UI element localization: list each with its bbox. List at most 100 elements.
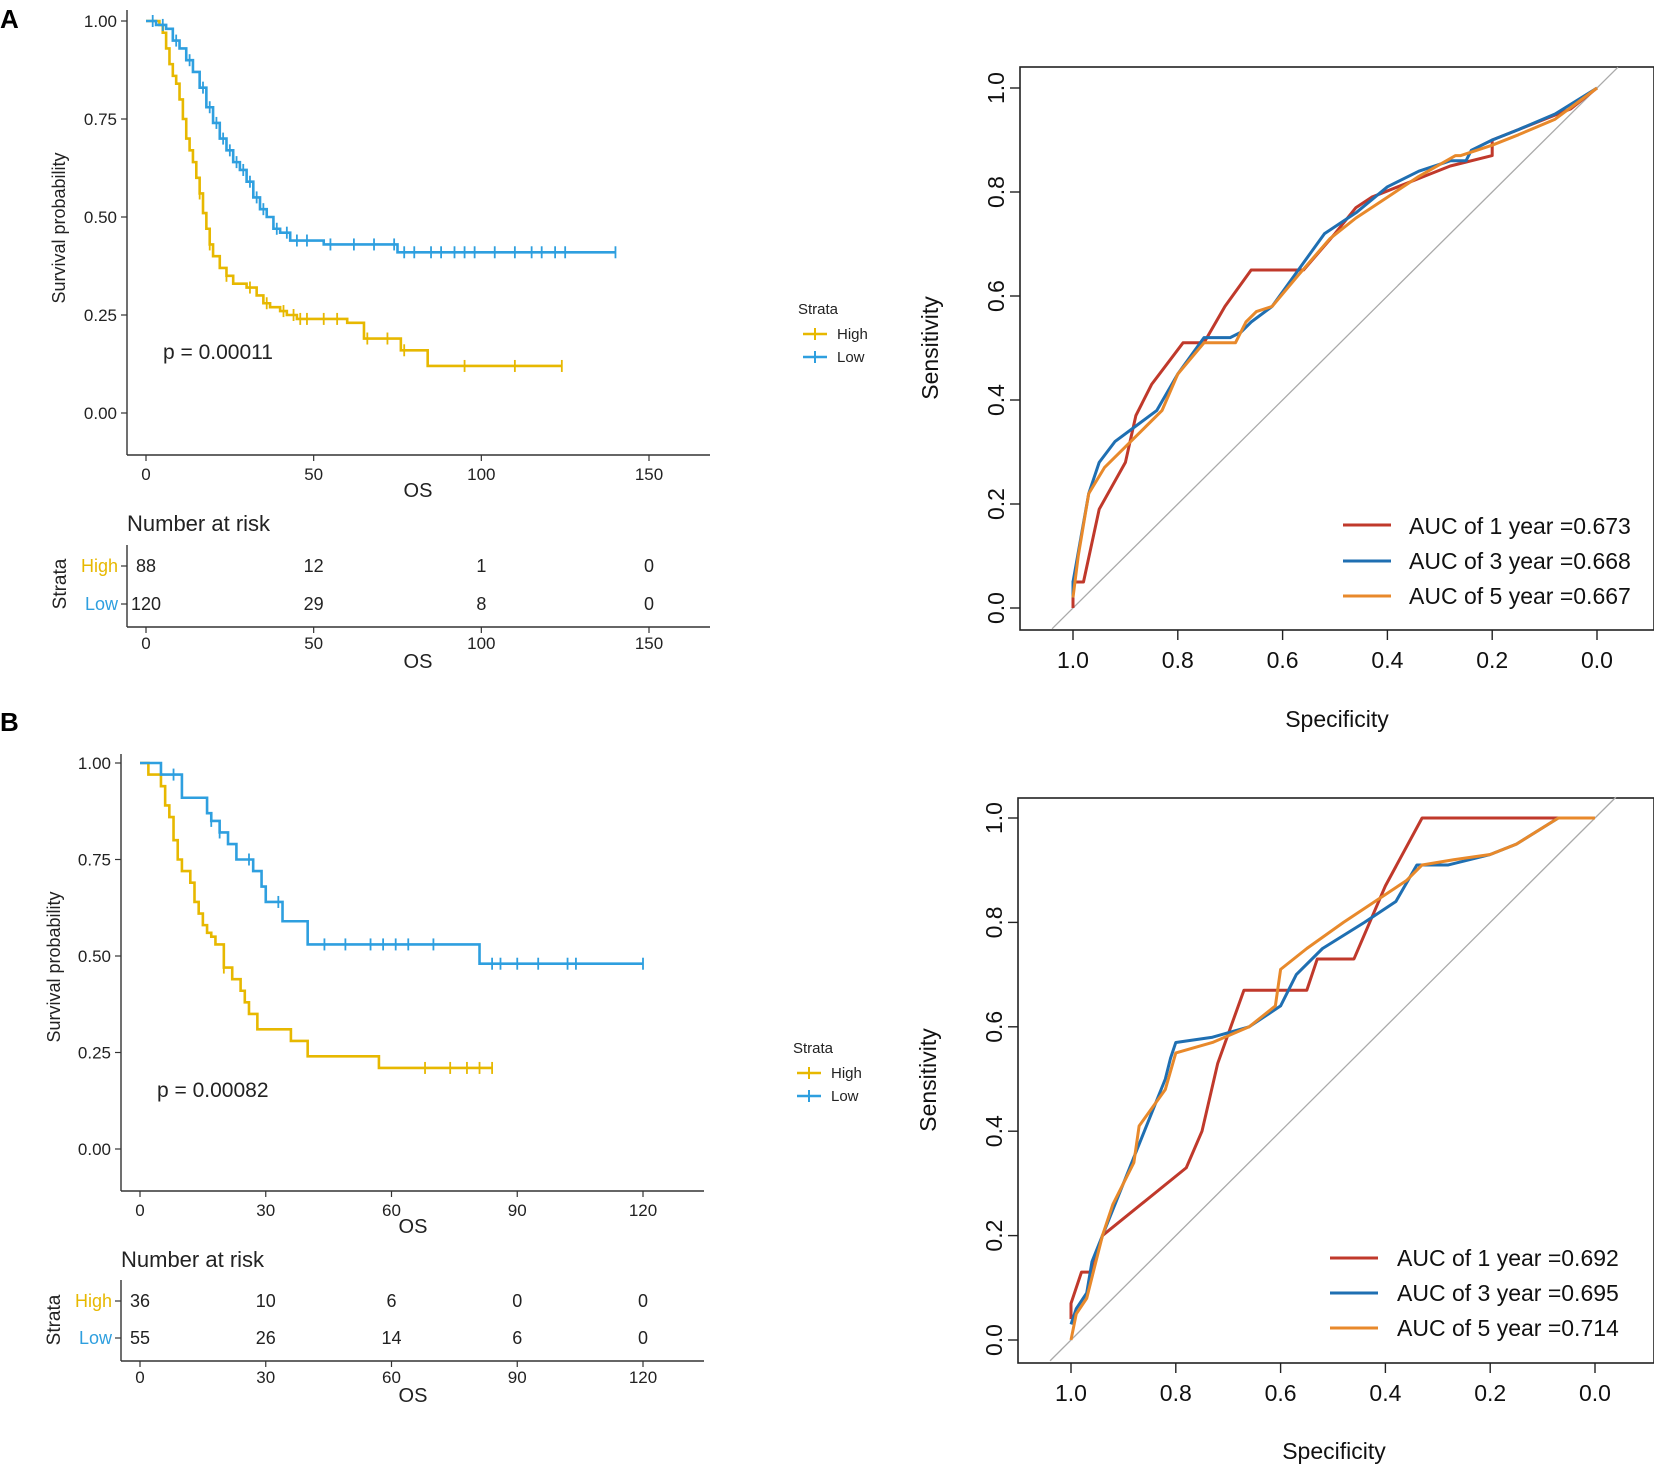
roc-xtick-label: 1.0 [1057, 647, 1089, 673]
risk-cell-low: 120 [131, 594, 161, 614]
risk-a-xlabel: OS [404, 651, 433, 673]
roc-a-legend: AUC of 1 year =0.673 AUC of 3 year =0.66… [1343, 513, 1631, 609]
roc-b-xlabel: Specificity [1282, 1438, 1386, 1464]
risk-cell-low: 0 [644, 594, 654, 614]
km-xtick-label: 100 [467, 465, 495, 484]
km-xtick-label: 120 [629, 1201, 657, 1220]
km-a-legend-high: High [837, 326, 868, 343]
roc-a-ylabel: Sensitivity [917, 296, 943, 400]
roc-ytick-label: 1.0 [983, 72, 1009, 104]
roc-diagonal-reference [1049, 796, 1617, 1362]
risk-b-xticks: 0 30 60 90 120 [135, 1361, 657, 1387]
risk-cell-low: 14 [381, 1328, 401, 1348]
risk-table-a: Number at risk Strata High Low 88 12 1 0 120… [50, 511, 710, 673]
risk-cell-high: 10 [256, 1291, 276, 1311]
km-b-xticks: 0 30 60 90 120 [135, 1191, 657, 1220]
roc-b-ylabel: Sensitivity [915, 1028, 941, 1132]
km-ytick-label: 0.25 [78, 1044, 111, 1063]
km-xtick-label: 150 [635, 465, 663, 484]
risk-a-title: Number at risk [127, 511, 271, 536]
risk-cell-high: 1 [476, 556, 486, 576]
km-b-legend-high: High [831, 1065, 862, 1082]
km-xtick-label: 0 [141, 465, 150, 484]
roc-b-frame [1017, 797, 1654, 1364]
risk-cell-low: 6 [512, 1328, 522, 1348]
km-b-yticks: 0.00 0.25 0.50 0.75 1.00 [78, 754, 121, 1159]
risk-cell-low: 0 [638, 1328, 648, 1348]
risk-cell-low: 8 [476, 594, 486, 614]
roc-xtick-label: 0.2 [1476, 647, 1508, 673]
km-curve-low [140, 761, 643, 966]
risk-cell-high: 36 [130, 1291, 150, 1311]
roc-plot-b: 1.0 0.8 0.6 0.4 0.2 0.0 0.0 0.2 0.4 0.6 0.8 1.0 Spe… [915, 796, 1654, 1464]
km-b-pvalue: p = 0.00082 [157, 1079, 269, 1102]
roc-curve-1-year [1069, 816, 1595, 1320]
risk-xtick-label: 90 [508, 1368, 527, 1387]
risk-cell-low: 29 [304, 594, 324, 614]
roc-xtick-label: 0.6 [1265, 1380, 1297, 1406]
risk-xtick-label: 30 [256, 1368, 275, 1387]
roc-curve-5-year [1069, 816, 1595, 1341]
roc-b-legend: AUC of 1 year =0.692 AUC of 3 year =0.69… [1330, 1245, 1619, 1341]
roc-ytick-label: 0.0 [983, 592, 1009, 624]
roc-b-curves [1049, 796, 1617, 1362]
risk-xtick-label: 50 [304, 634, 323, 653]
risk-cell-high: 88 [136, 556, 156, 576]
risk-b-group-low: Low [79, 1328, 113, 1348]
risk-a-ylabel: Strata [50, 558, 71, 609]
km-a-ylabel: Survival probability [49, 152, 69, 303]
risk-cell-high: 6 [386, 1291, 396, 1311]
km-xtick-label: 50 [304, 465, 323, 484]
roc-curve-5-year [1071, 86, 1598, 598]
roc-ytick-label: 0.8 [981, 906, 1007, 938]
roc-xtick-label: 0.0 [1581, 647, 1613, 673]
risk-xtick-label: 0 [135, 1368, 144, 1387]
risk-b-cells: 36 10 6 0 0 55 26 14 6 0 [130, 1291, 648, 1348]
roc-xtick-label: 0.8 [1162, 647, 1194, 673]
km-xtick-label: 30 [256, 1201, 275, 1220]
roc-b-ticks: 1.0 0.8 0.6 0.4 0.2 0.0 0.0 0.2 0.4 0.6 0.8 1.0 [981, 802, 1611, 1406]
risk-cell-high: 0 [512, 1291, 522, 1311]
km-a-legend-low: Low [837, 349, 865, 366]
roc-diagonal-reference [1051, 66, 1619, 630]
roc-ytick-label: 0.4 [981, 1115, 1007, 1147]
km-a-legend: Strata High Low [798, 301, 868, 366]
roc-ytick-label: 0.4 [983, 384, 1009, 416]
risk-b-title: Number at risk [121, 1247, 265, 1272]
km-b-legend-low: Low [831, 1088, 859, 1105]
roc-xtick-label: 1.0 [1055, 1380, 1087, 1406]
roc-a-legend-3: AUC of 3 year =0.668 [1409, 548, 1631, 574]
roc-a-ticks: 1.0 0.8 0.6 0.4 0.2 0.0 0.0 0.2 0.4 0.6 0.8 1.0 [983, 72, 1613, 673]
km-xtick-label: 90 [508, 1201, 527, 1220]
km-curve-high [140, 761, 493, 1070]
roc-ytick-label: 1.0 [981, 802, 1007, 834]
km-ytick-label: 1.00 [84, 12, 117, 31]
roc-xtick-label: 0.4 [1371, 647, 1403, 673]
panel-label-b: B [0, 707, 19, 737]
risk-xtick-label: 150 [635, 634, 663, 653]
km-a-xlabel: OS [404, 480, 433, 502]
roc-a-frame [1019, 66, 1654, 631]
km-b-legend: Strata High Low [793, 1040, 862, 1105]
km-ytick-label: 0.75 [84, 110, 117, 129]
km-ytick-label: 0.50 [78, 947, 111, 966]
risk-cell-high: 0 [638, 1291, 648, 1311]
roc-a-legend-1: AUC of 1 year =0.673 [1409, 513, 1631, 539]
risk-a-cells: 88 12 1 0 120 29 8 0 [131, 556, 654, 614]
km-ytick-label: 0.25 [84, 306, 117, 325]
km-ytick-label: 0.00 [84, 404, 117, 423]
risk-cell-high: 0 [644, 556, 654, 576]
roc-xtick-label: 0.8 [1160, 1380, 1192, 1406]
risk-cell-high: 12 [304, 556, 324, 576]
risk-xtick-label: 60 [382, 1368, 401, 1387]
risk-a-group-low: Low [85, 594, 119, 614]
risk-b-ylabel: Strata [44, 1294, 65, 1345]
roc-xtick-label: 0.2 [1474, 1380, 1506, 1406]
roc-a-curves [1051, 66, 1619, 630]
roc-a-legend-5: AUC of 5 year =0.667 [1409, 583, 1631, 609]
km-a-yticks: 0.00 0.25 0.50 0.75 1.00 [84, 12, 127, 423]
km-xtick-label: 60 [382, 1201, 401, 1220]
risk-b-xlabel: OS [399, 1385, 428, 1407]
km-ytick-label: 1.00 [78, 754, 111, 773]
km-curve-low [146, 19, 616, 254]
